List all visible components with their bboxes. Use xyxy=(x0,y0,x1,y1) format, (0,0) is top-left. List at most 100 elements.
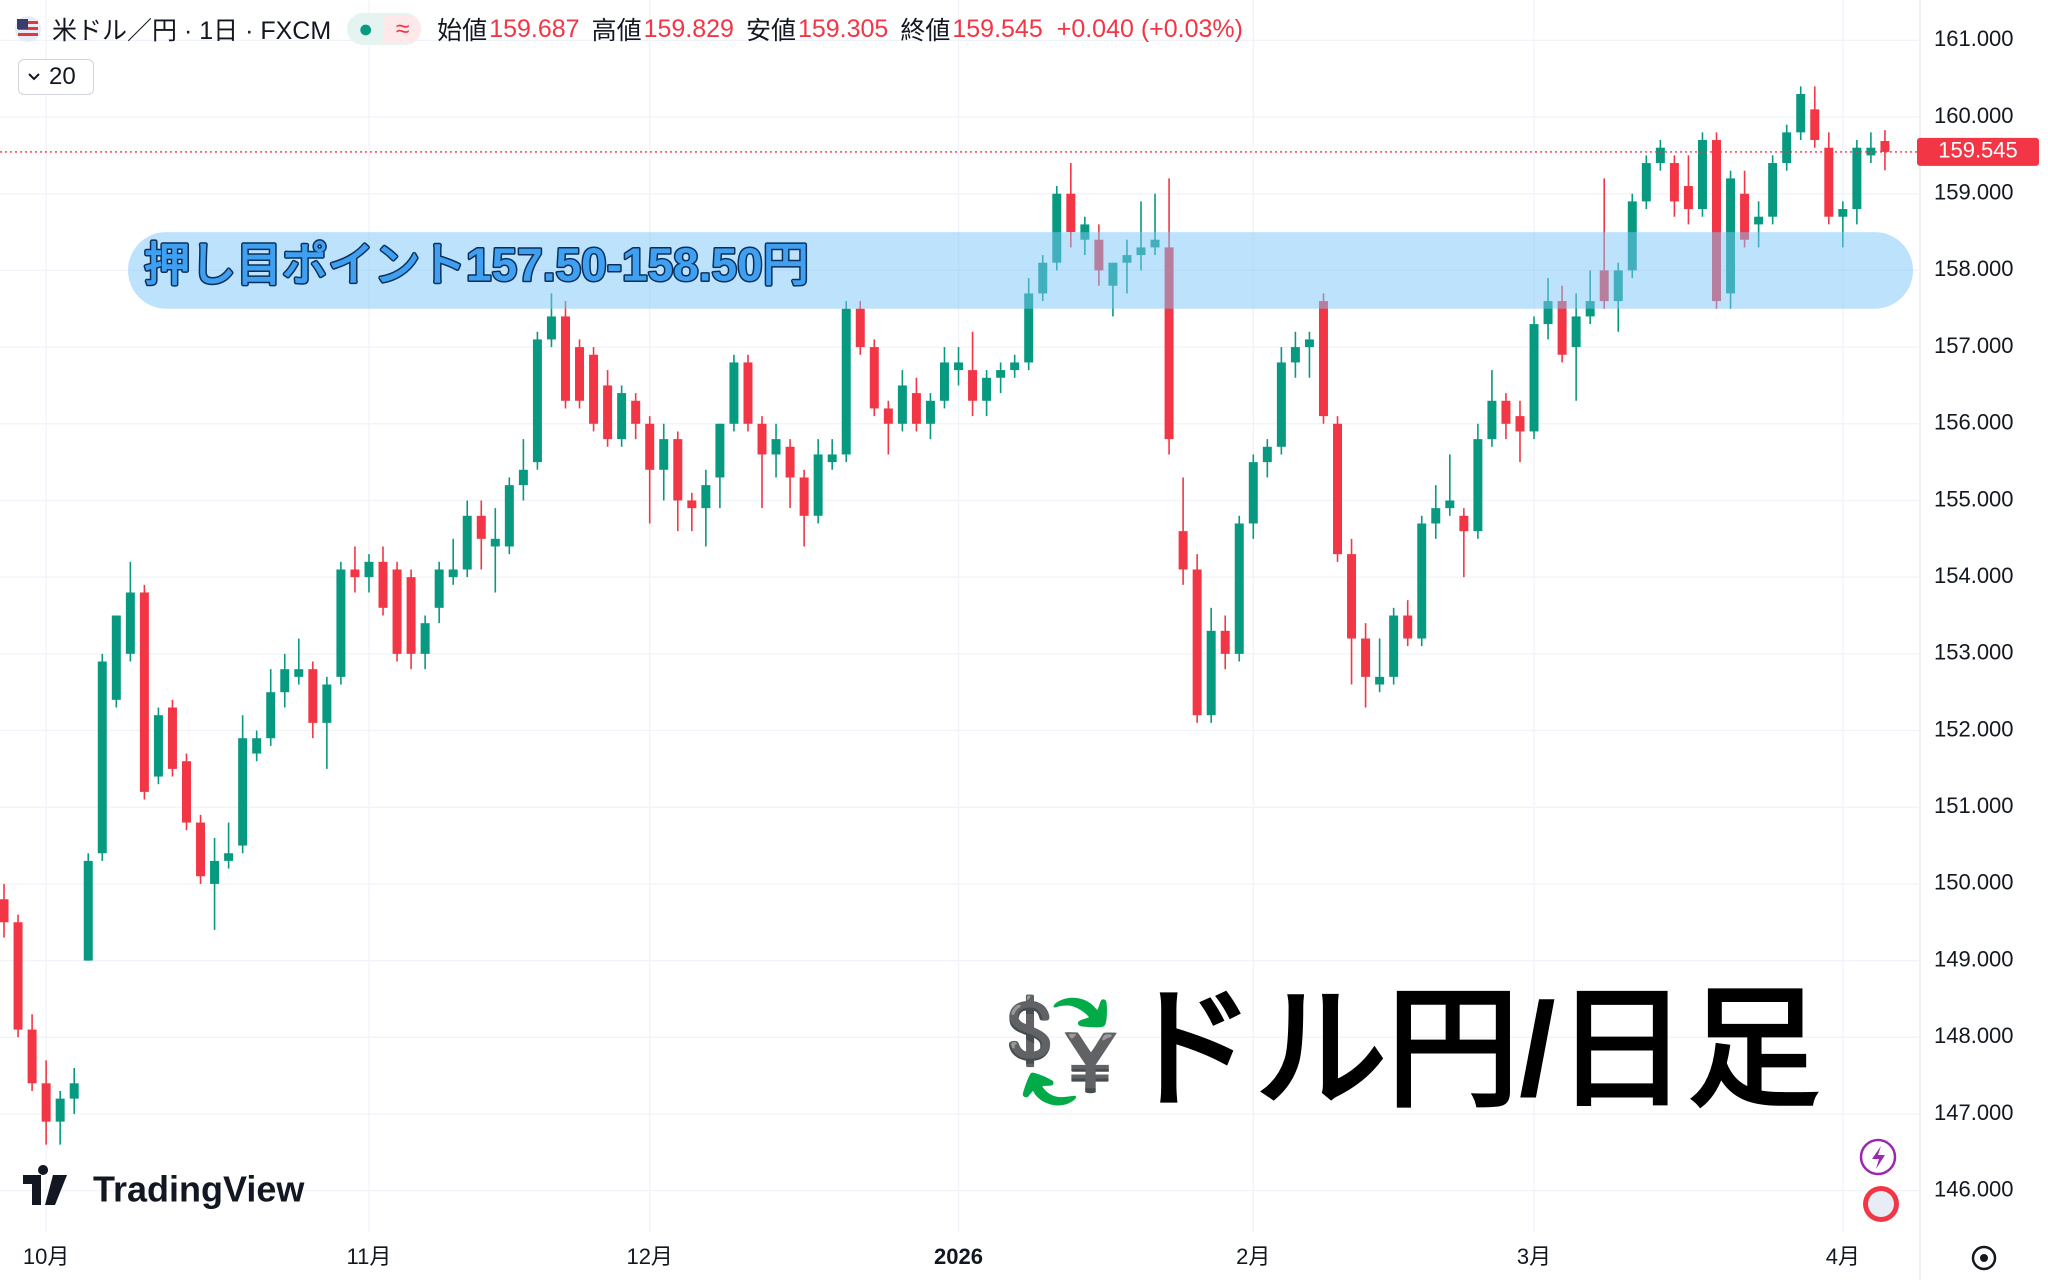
candle-body xyxy=(1066,193,1076,233)
candle-body xyxy=(266,692,276,739)
candle-body xyxy=(925,400,935,424)
last-price-tag xyxy=(1917,137,2039,166)
candle-body xyxy=(715,423,725,478)
candle-body xyxy=(883,408,893,424)
candle-body xyxy=(869,347,879,409)
candle-body xyxy=(617,393,627,440)
candle-body xyxy=(97,661,107,854)
ohlc-label: 終値 xyxy=(900,17,951,45)
candle-body xyxy=(1768,163,1778,217)
candle-body xyxy=(1810,109,1820,141)
candle-body xyxy=(350,569,360,578)
candle-body xyxy=(238,738,248,846)
y-tick-label: 152.000 xyxy=(1934,716,2014,741)
candle-body xyxy=(1571,316,1581,348)
y-tick-label: 158.000 xyxy=(1934,256,2014,281)
candle-body xyxy=(1473,439,1483,532)
candle-body xyxy=(701,485,711,509)
candle-body xyxy=(645,423,655,470)
candle-body xyxy=(1361,638,1371,677)
candle-body xyxy=(196,822,206,877)
candle-body xyxy=(0,899,9,923)
candle-body xyxy=(378,561,388,608)
candle-body xyxy=(1248,462,1258,524)
status-pill[interactable]: ● ≈ xyxy=(347,13,422,45)
candle-body xyxy=(336,569,346,677)
candle-body xyxy=(532,339,542,463)
chevron xyxy=(28,73,40,81)
grid xyxy=(0,0,1920,1232)
header: 米ドル／円 · 1日 · FXCM ● ≈ 始値 159.687 高値 159.829… xyxy=(14,8,1255,50)
candle-body xyxy=(224,853,234,861)
symbol[interactable]: 米ドル／円 · 1日 · FXCM xyxy=(52,17,332,45)
candle-body xyxy=(799,477,809,516)
candle-body xyxy=(125,592,135,654)
y-tick-label: 146.000 xyxy=(1934,1176,2014,1201)
candle-body xyxy=(757,423,767,455)
candle-body xyxy=(1262,446,1272,463)
candle-body xyxy=(1697,140,1707,210)
candle-body xyxy=(982,377,992,401)
settings-icon[interactable] xyxy=(1971,1245,1997,1271)
x-tick-label: 2月 xyxy=(1236,1244,1270,1269)
candle-body xyxy=(210,860,220,884)
candle-body xyxy=(1010,362,1020,371)
candle-body xyxy=(1515,416,1525,432)
candle-body xyxy=(1459,515,1469,532)
candle-body xyxy=(518,469,528,486)
candle-body xyxy=(1192,569,1202,716)
candle-body xyxy=(729,362,739,424)
candle-body xyxy=(1206,630,1216,716)
candle-body xyxy=(1683,186,1693,210)
overlay-title: ドル円/日足 xyxy=(1123,976,1820,1123)
candle-body xyxy=(27,1029,37,1084)
candle-body xyxy=(1655,147,1665,164)
candle-body xyxy=(1347,554,1357,639)
candle-body xyxy=(490,538,500,547)
candle-body xyxy=(1501,400,1511,424)
candle-body xyxy=(504,485,514,547)
logo-mark xyxy=(23,1165,67,1205)
candle-body xyxy=(1431,508,1441,524)
candle-body xyxy=(1024,293,1034,363)
candle-body xyxy=(1290,347,1300,363)
alert-bolt xyxy=(1872,1146,1885,1169)
candle-body xyxy=(364,561,374,578)
flag-icon xyxy=(15,16,41,42)
overlay-icon: 💱 xyxy=(1000,993,1125,1109)
currency-icon-inner xyxy=(1868,1191,1894,1217)
candle-body xyxy=(182,761,191,823)
candle-body xyxy=(322,684,332,723)
x-tick-label: 10月 xyxy=(23,1244,69,1269)
indicator-value: 20 xyxy=(49,63,76,90)
candle-body xyxy=(1543,301,1553,325)
candle-body xyxy=(603,385,613,440)
candle-body xyxy=(1052,193,1062,263)
ohlc-value: 159.687 xyxy=(489,14,580,43)
candle-body xyxy=(1164,247,1174,440)
y-tick-label: 150.000 xyxy=(1934,870,2014,895)
candle-body xyxy=(1529,324,1539,432)
candle-body xyxy=(153,715,163,777)
candle-body xyxy=(308,669,318,723)
ohlc-label: 始値 xyxy=(437,17,488,45)
candle-body xyxy=(575,347,585,401)
indicator-toggle[interactable]: 20 xyxy=(18,59,94,95)
candle-body xyxy=(280,669,290,693)
candle-body xyxy=(448,569,458,578)
candle-body xyxy=(1487,400,1497,440)
candle-body xyxy=(560,316,570,401)
candle-body xyxy=(434,569,444,608)
candle-body xyxy=(1333,423,1343,555)
candle-body xyxy=(1712,140,1721,302)
y-tick-label: 153.000 xyxy=(1934,640,2014,665)
ohlc-value: 159.829 xyxy=(643,14,734,43)
candle-body xyxy=(167,707,177,769)
ohlc-label: 安値 xyxy=(745,17,796,45)
candle-body xyxy=(1796,94,1806,133)
candle-body xyxy=(813,454,823,516)
x-tick-label: 3月 xyxy=(1517,1244,1551,1269)
candle-body xyxy=(1641,163,1651,202)
candle-body xyxy=(294,669,304,677)
